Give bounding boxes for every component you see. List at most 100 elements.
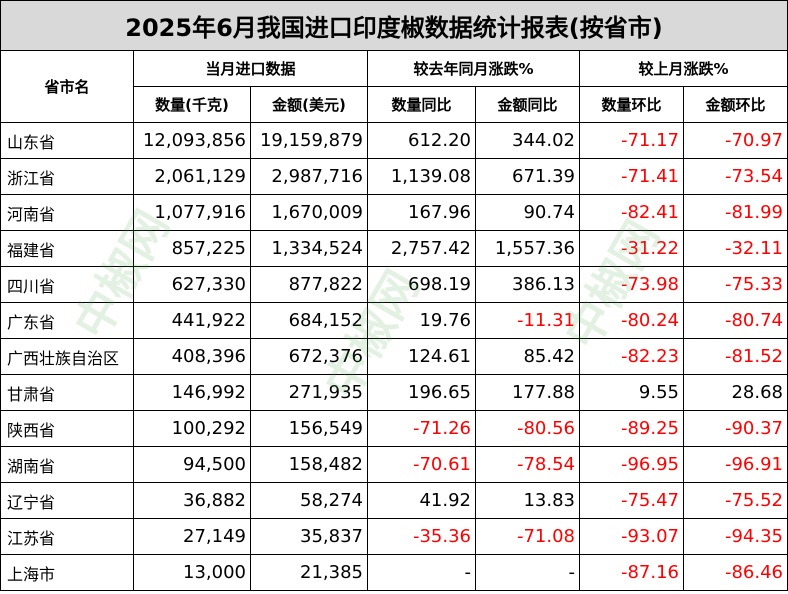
cell-province: 辽宁省 xyxy=(0,482,134,519)
cell-qty: 408,396 xyxy=(133,338,251,375)
cell-qty: 441,922 xyxy=(133,302,251,339)
cell-qty-mom: -71.17 xyxy=(579,122,684,159)
table-row: 广东省 441,922 684,152 19.76 -11.31 -80.24 -80.74 xyxy=(0,302,788,339)
cell-qty-mom: -73.98 xyxy=(579,266,684,303)
cell-qty-mom: -82.23 xyxy=(579,338,684,375)
cell-province: 广西壮族自治区 xyxy=(0,338,134,375)
cell-amt-mom: -32.11 xyxy=(683,230,788,267)
header-amt-mom: 金额环比 xyxy=(683,86,788,123)
cell-province: 江苏省 xyxy=(0,518,134,555)
cell-amt-yoy: 344.02 xyxy=(475,122,580,159)
cell-amt-mom: -70.97 xyxy=(683,122,788,159)
header-group-import: 当月进口数据 xyxy=(133,50,368,87)
cell-qty-yoy: -71.26 xyxy=(367,410,476,447)
cell-province: 山东省 xyxy=(0,122,134,159)
cell-amt-yoy: -78.54 xyxy=(475,446,580,483)
cell-qty-mom: -96.95 xyxy=(579,446,684,483)
cell-qty: 13,000 xyxy=(133,554,251,591)
cell-qty-yoy: -35.36 xyxy=(367,518,476,555)
header-qty-mom: 数量环比 xyxy=(579,86,684,123)
cell-qty-yoy: 41.92 xyxy=(367,482,476,519)
cell-province: 河南省 xyxy=(0,194,134,231)
cell-amt-yoy: -80.56 xyxy=(475,410,580,447)
cell-qty-mom: -80.24 xyxy=(579,302,684,339)
cell-qty-mom: -71.41 xyxy=(579,158,684,195)
cell-qty: 1,077,916 xyxy=(133,194,251,231)
header-qty-yoy: 数量同比 xyxy=(367,86,476,123)
cell-province: 广东省 xyxy=(0,302,134,339)
cell-amount: 877,822 xyxy=(250,266,368,303)
cell-amount: 684,152 xyxy=(250,302,368,339)
cell-qty: 2,061,129 xyxy=(133,158,251,195)
cell-amt-yoy: 671.39 xyxy=(475,158,580,195)
cell-amt-yoy: 85.42 xyxy=(475,338,580,375)
table-row: 辽宁省 36,882 58,274 41.92 13.83 -75.47 -75.52 xyxy=(0,482,788,519)
table-row: 河南省 1,077,916 1,670,009 167.96 90.74 -82.41 -8… xyxy=(0,194,788,231)
cell-amount: 158,482 xyxy=(250,446,368,483)
cell-qty-mom: -75.47 xyxy=(579,482,684,519)
cell-qty: 857,225 xyxy=(133,230,251,267)
table-row: 江苏省 27,149 35,837 -35.36 -71.08 -93.07 -94.35 xyxy=(0,518,788,555)
cell-amt-yoy: - xyxy=(475,554,580,591)
cell-qty-yoy: -70.61 xyxy=(367,446,476,483)
cell-amt-mom: -81.99 xyxy=(683,194,788,231)
cell-amt-mom: -96.91 xyxy=(683,446,788,483)
cell-qty-yoy: 698.19 xyxy=(367,266,476,303)
cell-qty: 94,500 xyxy=(133,446,251,483)
cell-amount: 156,549 xyxy=(250,410,368,447)
cell-amt-yoy: -11.31 xyxy=(475,302,580,339)
header-qty: 数量(千克) xyxy=(133,86,251,123)
cell-amt-mom: -75.33 xyxy=(683,266,788,303)
cell-amt-yoy: -71.08 xyxy=(475,518,580,555)
table-row: 广西壮族自治区 408,396 672,376 124.61 85.42 -82.23 -8… xyxy=(0,338,788,375)
cell-qty-mom: -82.41 xyxy=(579,194,684,231)
cell-amount: 58,274 xyxy=(250,482,368,519)
cell-amt-yoy: 386.13 xyxy=(475,266,580,303)
cell-province: 浙江省 xyxy=(0,158,134,195)
cell-qty: 27,149 xyxy=(133,518,251,555)
cell-qty-yoy: 19.76 xyxy=(367,302,476,339)
cell-qty-yoy: 1,139.08 xyxy=(367,158,476,195)
table-row: 浙江省 2,061,129 2,987,716 1,139.08 671.39 -71.4… xyxy=(0,158,788,195)
cell-amount: 19,159,879 xyxy=(250,122,368,159)
cell-amt-mom: -81.52 xyxy=(683,338,788,375)
table-row: 甘肃省 146,992 271,935 196.65 177.88 9.55 28.68 xyxy=(0,374,788,411)
header-amt-yoy: 金额同比 xyxy=(475,86,580,123)
cell-qty-mom: -87.16 xyxy=(579,554,684,591)
cell-amt-mom: -75.52 xyxy=(683,482,788,519)
cell-amt-mom: -73.54 xyxy=(683,158,788,195)
cell-qty-yoy: 124.61 xyxy=(367,338,476,375)
cell-qty-mom: 9.55 xyxy=(579,374,684,411)
cell-qty: 100,292 xyxy=(133,410,251,447)
table-row: 福建省 857,225 1,334,524 2,757.42 1,557.36 -31.2… xyxy=(0,230,788,267)
cell-amt-yoy: 13.83 xyxy=(475,482,580,519)
cell-province: 福建省 xyxy=(0,230,134,267)
header-group-yoy: 较去年同月涨跌% xyxy=(367,50,580,87)
cell-province: 上海市 xyxy=(0,554,134,591)
report-title: 2025年6月我国进口印度椒数据统计报表(按省市) xyxy=(0,0,788,51)
cell-province: 甘肃省 xyxy=(0,374,134,411)
table-row: 湖南省 94,500 158,482 -70.61 -78.54 -96.95 -96.91 xyxy=(0,446,788,483)
cell-qty-yoy: - xyxy=(367,554,476,591)
cell-amt-yoy: 177.88 xyxy=(475,374,580,411)
cell-amount: 672,376 xyxy=(250,338,368,375)
cell-qty-mom: -93.07 xyxy=(579,518,684,555)
cell-amount: 35,837 xyxy=(250,518,368,555)
cell-amount: 21,385 xyxy=(250,554,368,591)
cell-amt-mom: -80.74 xyxy=(683,302,788,339)
cell-amt-mom: -86.46 xyxy=(683,554,788,591)
cell-amt-mom: -94.35 xyxy=(683,518,788,555)
cell-qty: 627,330 xyxy=(133,266,251,303)
table-row: 四川省 627,330 877,822 698.19 386.13 -73.98 -75.3… xyxy=(0,266,788,303)
cell-qty-mom: -31.22 xyxy=(579,230,684,267)
header-province: 省市名 xyxy=(0,50,134,123)
cell-qty-yoy: 196.65 xyxy=(367,374,476,411)
cell-qty-yoy: 612.20 xyxy=(367,122,476,159)
cell-amount: 1,670,009 xyxy=(250,194,368,231)
cell-province: 湖南省 xyxy=(0,446,134,483)
table-row: 上海市 13,000 21,385- - -87.16 -86.46 xyxy=(0,554,788,591)
cell-qty-yoy: 2,757.42 xyxy=(367,230,476,267)
table-row: 山东省 12,093,856 19,159,879 612.20 344.02 -71.1… xyxy=(0,122,788,159)
